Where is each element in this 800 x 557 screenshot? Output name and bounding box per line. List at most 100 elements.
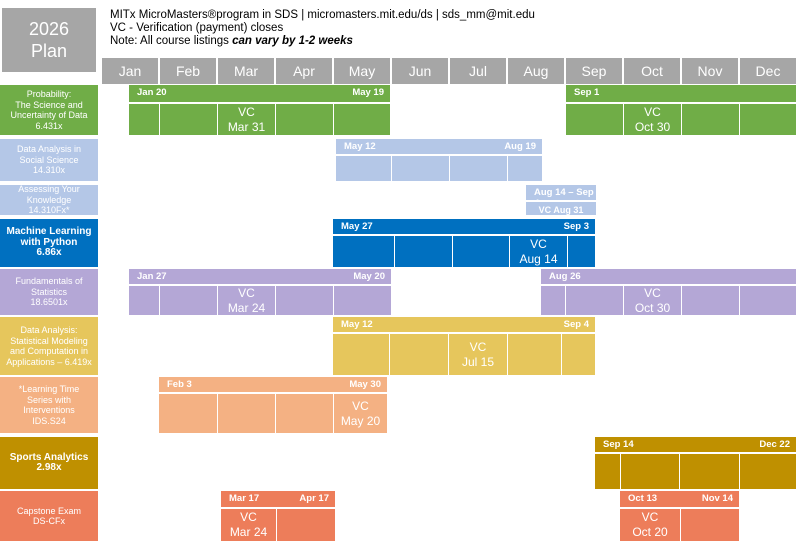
run-start-date: Sep 1 — [574, 87, 600, 98]
run-body: VC Aug 14 — [333, 236, 595, 267]
vc-date: Mar 24 — [229, 525, 268, 539]
week-cell — [568, 236, 595, 267]
run-end-date: May 19 — [352, 87, 384, 98]
course-label: Data Analysis: Statistical Modeling and Co… — [0, 317, 98, 375]
run-end-date: May 20 — [353, 271, 385, 282]
month-jul: Jul — [450, 58, 506, 84]
run-start-date: Jan 27 — [137, 271, 167, 282]
course-label-line: Social Science — [19, 154, 79, 165]
month-feb: Feb — [160, 58, 216, 84]
month-aug: Aug — [508, 58, 564, 84]
run-end-date: May 30 — [349, 379, 381, 390]
course-label-line: DS-CFx — [33, 516, 65, 526]
vc-label: VC — [641, 510, 659, 524]
course-label-line: Probability: — [26, 89, 72, 99]
week-cell — [333, 334, 390, 375]
course-label: *Learning Time Series with Interventions ID… — [0, 377, 98, 433]
run-header: Sep 14 Dec 22 — [595, 437, 796, 452]
run-header: Sep 1 — [566, 85, 796, 102]
course-label-line: Statistics — [30, 286, 67, 297]
vc-date: Jul 15 — [461, 354, 495, 369]
week-cell — [336, 156, 392, 181]
run-header: Feb 3 May 30 — [159, 377, 387, 392]
week-cell — [334, 286, 391, 315]
run-start-date: Jan 20 — [137, 87, 167, 98]
run-header: Aug 26 — [541, 269, 796, 284]
course-label: Capstone Exam DS-CFx — [0, 491, 98, 541]
vc-cell: VC Mar 31 — [218, 104, 276, 135]
course-label-line: Data Analysis in — [16, 144, 82, 155]
course-label-line: Sports Analytics — [9, 451, 89, 463]
vc-date: Oct 20 — [632, 525, 668, 539]
week-cell — [740, 286, 796, 315]
course-label-line: Data Analysis: — [20, 325, 78, 335]
week-cell — [453, 236, 510, 267]
vc-date: Aug 14 — [519, 251, 558, 266]
week-cell — [450, 156, 508, 181]
run-end-date: Apr 17 — [299, 493, 329, 504]
week-cell — [395, 236, 453, 267]
week-cell — [740, 104, 796, 135]
course-label-line: Applications – 6.419x — [6, 356, 92, 367]
course-label-line: with Python — [20, 236, 78, 248]
run-start-date: May 12 — [341, 319, 373, 330]
run-body: VC Oct 30 — [541, 286, 796, 315]
month-sep: Sep — [566, 58, 622, 84]
week-cell — [682, 286, 740, 315]
week-cell — [562, 334, 595, 375]
vc-cell: VC May 20 — [334, 394, 387, 433]
month-jan: Jan — [102, 58, 158, 84]
month-apr: Apr — [276, 58, 332, 84]
month-jun: Jun — [392, 58, 448, 84]
week-cell — [390, 334, 449, 375]
vc-badge: VC Aug 31 — [526, 202, 596, 215]
run-header: May 12 Sep 4 — [333, 317, 595, 332]
week-cell — [541, 286, 566, 315]
course-label-line: IDS.S24 — [32, 415, 66, 426]
week-cell — [129, 286, 160, 315]
week-cell — [277, 509, 335, 541]
run-body: VC Jul 15 — [333, 334, 595, 375]
week-cell — [392, 156, 450, 181]
vc-cell: VC Mar 24 — [221, 509, 277, 541]
course-label-line: 6.86x — [36, 247, 62, 259]
program-info: MITx MicroMasters®program in SDS | micro… — [110, 9, 535, 21]
month-may: May — [334, 58, 390, 84]
vc-label: VC — [240, 510, 257, 524]
week-cell — [276, 104, 334, 135]
course-label-line: Fundamentals of — [15, 276, 83, 287]
run-start-date: Mar 17 — [229, 493, 260, 504]
vc-cell: VC Oct 20 — [620, 509, 681, 541]
run-header: May 12 Aug 19 — [336, 139, 542, 154]
run-end-date: Sep 4 — [563, 319, 589, 330]
run-header: Aug 14 – Sep 4 — [526, 185, 596, 209]
course-label-line: 2.98x — [36, 462, 62, 473]
course-label: Probability: The Science and Uncertainty o… — [0, 85, 98, 135]
month-nov: Nov — [682, 58, 738, 84]
vc-label: VC — [238, 104, 255, 119]
course-label-line: Uncertainty of Data — [10, 110, 88, 120]
run-end-date: Dec 22 — [759, 439, 790, 450]
week-cell — [160, 286, 218, 315]
vc-date: Oct 30 — [634, 300, 671, 315]
run-start-date: Oct 13 — [628, 493, 658, 504]
course-label: Fundamentals of Statistics 18.6501x — [0, 269, 98, 315]
vc-date: Oct 30 — [634, 119, 671, 134]
week-cell — [682, 104, 740, 135]
run-start-date: May 27 — [341, 221, 373, 232]
run-body: VC Mar 24 — [221, 509, 335, 541]
vc-date: Mar 24 — [227, 300, 266, 315]
week-cell — [508, 334, 562, 375]
week-cell — [740, 454, 796, 489]
week-cell — [680, 454, 740, 489]
week-cell — [129, 104, 160, 135]
run-start-date: Aug 26 — [549, 271, 581, 282]
course-label-line: 18.6501x — [30, 297, 68, 308]
vc-label: VC — [644, 285, 661, 300]
vc-label: VC — [644, 104, 661, 119]
run-start-date: May 12 — [344, 141, 376, 152]
run-body: VC Mar 31 — [129, 104, 390, 135]
plan-year-badge: 2026 Plan — [2, 8, 96, 72]
course-label-line: 14.310Fx* — [28, 205, 70, 216]
course-label-line: and Computation in — [9, 346, 89, 356]
